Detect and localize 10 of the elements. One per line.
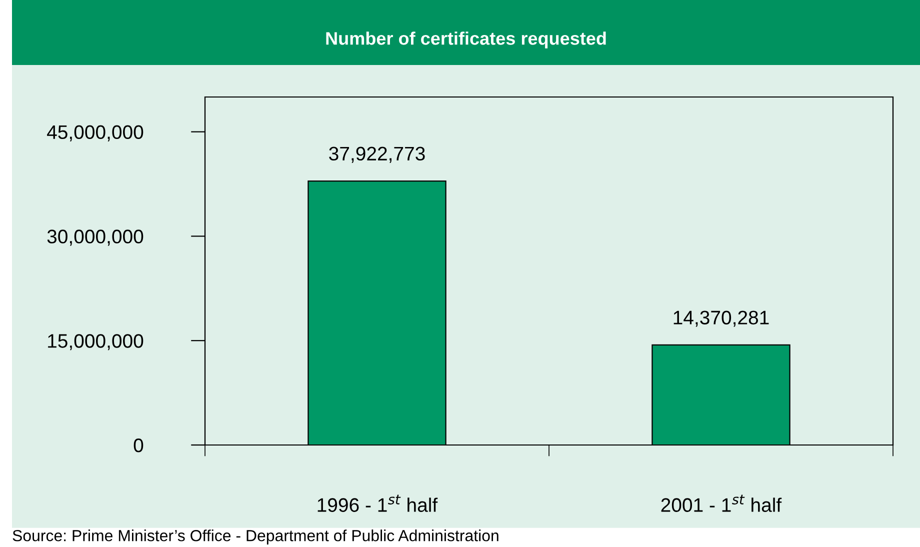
x-tick-label: 1996 - 1$^{st}$ half [318,494,438,512]
y-tick-label: 15,000,000 [48,334,144,350]
data-label: 37,922,773 [329,146,425,163]
y-tick-label: 30,000,000 [47,230,144,246]
y-tick-label: 0 [134,438,144,452]
y-tick-label: 45,000,000 [47,125,144,142]
chart-title: Number of certificates requested [326,32,606,48]
source-note: Source: Prime Minister’s Office - Department of Public Administration [12,530,498,544]
data-label: 14,370,281 [674,310,769,327]
x-tick-label: 2001 - 1$^{st}$ half [661,494,782,512]
